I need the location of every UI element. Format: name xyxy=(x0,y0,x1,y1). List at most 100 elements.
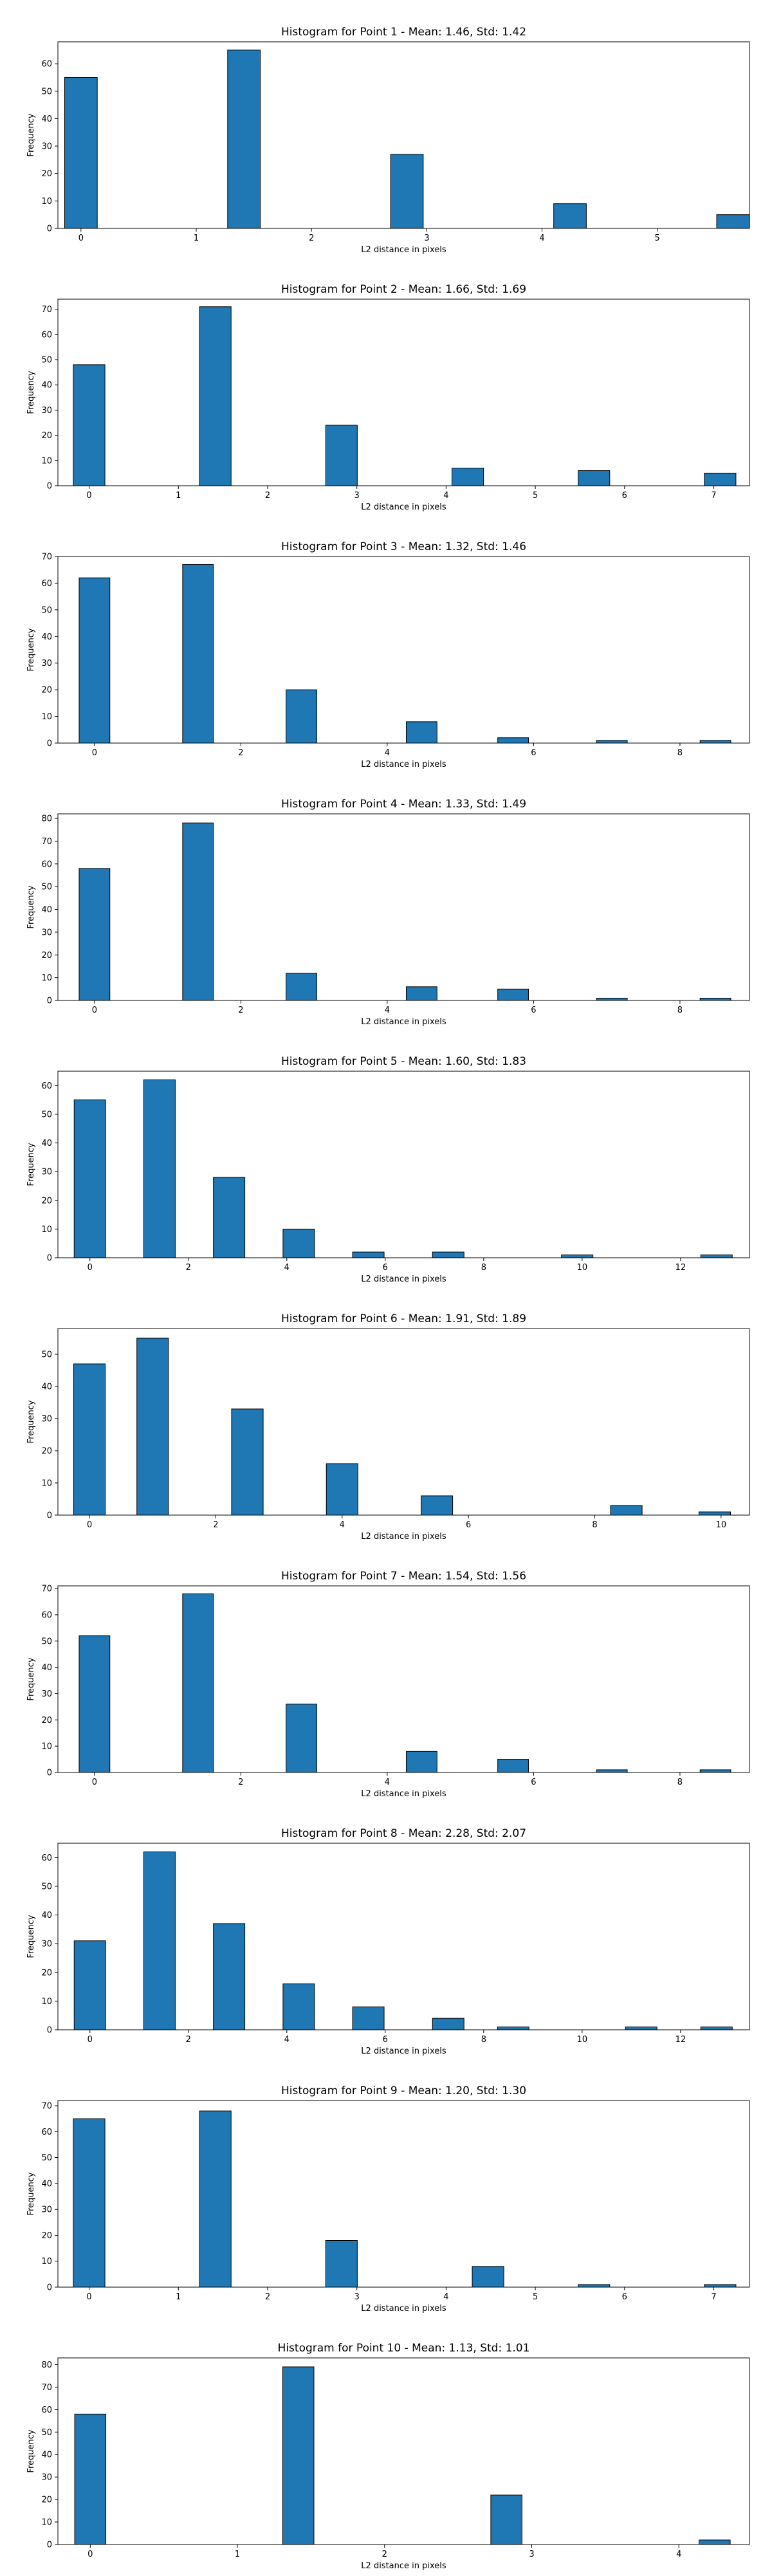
plot-frame xyxy=(57,1328,750,1516)
y-tick-label: 0 xyxy=(47,482,52,492)
y-tick-label: 0 xyxy=(47,2541,52,2550)
y-tick-label: 40 xyxy=(41,1911,52,1920)
y-tick-label: 60 xyxy=(41,2406,52,2415)
y-tick-label: 70 xyxy=(41,2383,52,2393)
histogram-panel-7: Histogram for Point 7 - Mean: 1.54, Std:… xyxy=(26,1570,750,1799)
histogram-panel-5: Histogram for Point 5 - Mean: 1.60, Std:… xyxy=(26,1055,750,1284)
histogram-bar xyxy=(610,1505,643,1516)
y-tick-label: 80 xyxy=(41,814,52,824)
histogram-bar xyxy=(497,2027,529,2030)
x-tick-label: 12 xyxy=(676,1263,686,1273)
histogram-bar xyxy=(405,721,437,744)
y-tick-label: 40 xyxy=(41,1383,52,1392)
y-tick-label: 10 xyxy=(41,1997,52,2007)
plot-frame xyxy=(57,556,750,744)
histogram-bar xyxy=(282,1228,315,1258)
histogram-bar xyxy=(74,2413,107,2545)
y-tick-label: 40 xyxy=(41,2179,52,2189)
x-tick-label: 0 xyxy=(92,748,97,758)
histogram-bar xyxy=(78,868,111,1001)
y-tick-label: 50 xyxy=(41,1350,52,1360)
chart-title: Histogram for Point 8 - Mean: 2.28, Std:… xyxy=(281,1827,526,1840)
x-axis-label: L2 distance in pixels xyxy=(361,245,446,255)
x-tick-label: 2 xyxy=(265,2292,270,2302)
y-axis-label: Frequency xyxy=(26,371,36,414)
histogram-panel-9: Histogram for Point 9 - Mean: 1.20, Std:… xyxy=(26,2084,750,2314)
x-tick-label: 7 xyxy=(711,2292,716,2302)
histogram-bar xyxy=(213,1923,246,2030)
histogram-bar xyxy=(405,1751,437,1773)
y-tick-label: 0 xyxy=(47,1254,52,1264)
histogram-bar xyxy=(497,1759,529,1773)
histogram-panel-1: Histogram for Point 1 - Mean: 1.46, Std:… xyxy=(26,26,750,255)
x-tick-label: 8 xyxy=(677,1006,683,1015)
plot-frame xyxy=(57,1843,750,2030)
x-tick-label: 8 xyxy=(677,1778,683,1787)
y-tick-label: 70 xyxy=(41,837,52,847)
y-tick-label: 40 xyxy=(41,1663,52,1673)
x-tick-label: 6 xyxy=(383,2035,388,2045)
x-axis-label: L2 distance in pixels xyxy=(361,1789,446,1799)
histogram-bar xyxy=(716,214,750,229)
y-tick-label: 60 xyxy=(41,2128,52,2137)
y-tick-label: 20 xyxy=(41,686,52,695)
y-tick-label: 20 xyxy=(41,1716,52,1725)
y-tick-label: 10 xyxy=(41,712,52,722)
histogram-bar xyxy=(143,1851,176,2030)
chart-title: Histogram for Point 1 - Mean: 1.46, Std:… xyxy=(281,26,526,39)
histogram-bar xyxy=(182,822,214,1001)
x-tick-label: 3 xyxy=(354,491,360,501)
x-tick-label: 4 xyxy=(385,1006,390,1015)
y-tick-label: 0 xyxy=(47,997,52,1006)
histogram-bar xyxy=(143,1079,176,1258)
histogram-panel-3: Histogram for Point 3 - Mean: 1.32, Std:… xyxy=(26,540,750,769)
y-axis-label: Frequency xyxy=(26,1143,36,1186)
histogram-bar xyxy=(704,472,737,486)
y-tick-label: 30 xyxy=(41,142,52,152)
x-tick-label: 4 xyxy=(284,2035,290,2045)
y-tick-label: 30 xyxy=(41,406,52,416)
chart-title: Histogram for Point 2 - Mean: 1.66, Std:… xyxy=(281,283,526,296)
y-tick-label: 20 xyxy=(41,1968,52,1978)
y-tick-label: 40 xyxy=(41,2451,52,2460)
histogram-bar xyxy=(699,1769,731,1773)
y-tick-label: 70 xyxy=(41,1585,52,1594)
histogram-bar xyxy=(282,1983,315,2030)
histogram-panel-8: Histogram for Point 8 - Mean: 2.28, Std:… xyxy=(26,1827,750,2056)
histogram-bar xyxy=(432,2018,464,2030)
plot-frame xyxy=(57,299,750,486)
x-tick-label: 6 xyxy=(466,1520,471,1530)
histogram-bar xyxy=(73,1363,106,1516)
chart-title: Histogram for Point 10 - Mean: 1.13, Std… xyxy=(278,2342,530,2355)
histogram-bar xyxy=(64,77,98,229)
histogram-bar xyxy=(553,203,587,229)
y-tick-label: 10 xyxy=(41,2518,52,2528)
y-axis-label: Frequency xyxy=(26,628,36,671)
x-tick-label: 8 xyxy=(592,1520,597,1530)
plot-frame xyxy=(57,813,750,1001)
y-tick-label: 30 xyxy=(41,2473,52,2483)
y-tick-label: 40 xyxy=(41,1139,52,1148)
x-tick-label: 2 xyxy=(238,748,243,758)
x-tick-label: 10 xyxy=(577,2035,588,2045)
histogram-bar xyxy=(136,1338,169,1516)
x-tick-label: 6 xyxy=(531,1778,536,1787)
chart-title: Histogram for Point 5 - Mean: 1.60, Std:… xyxy=(281,1055,526,1068)
histogram-bar xyxy=(182,1593,214,1773)
histogram-bar xyxy=(199,306,232,486)
x-tick-label: 0 xyxy=(92,1006,97,1015)
histogram-bar xyxy=(282,2366,315,2545)
x-axis-label: L2 distance in pixels xyxy=(361,502,446,512)
x-tick-label: 0 xyxy=(87,1263,93,1273)
histogram-bar xyxy=(73,1099,106,1258)
x-tick-label: 6 xyxy=(531,1006,536,1015)
y-tick-label: 10 xyxy=(41,1225,52,1235)
x-tick-label: 6 xyxy=(622,491,627,501)
histogram-bar xyxy=(199,2110,232,2288)
x-tick-label: 4 xyxy=(676,2550,681,2559)
histogram-bar xyxy=(704,2284,737,2288)
plot-frame xyxy=(57,2100,750,2288)
histogram-bar xyxy=(420,1495,454,1516)
x-tick-label: 2 xyxy=(382,2550,387,2559)
